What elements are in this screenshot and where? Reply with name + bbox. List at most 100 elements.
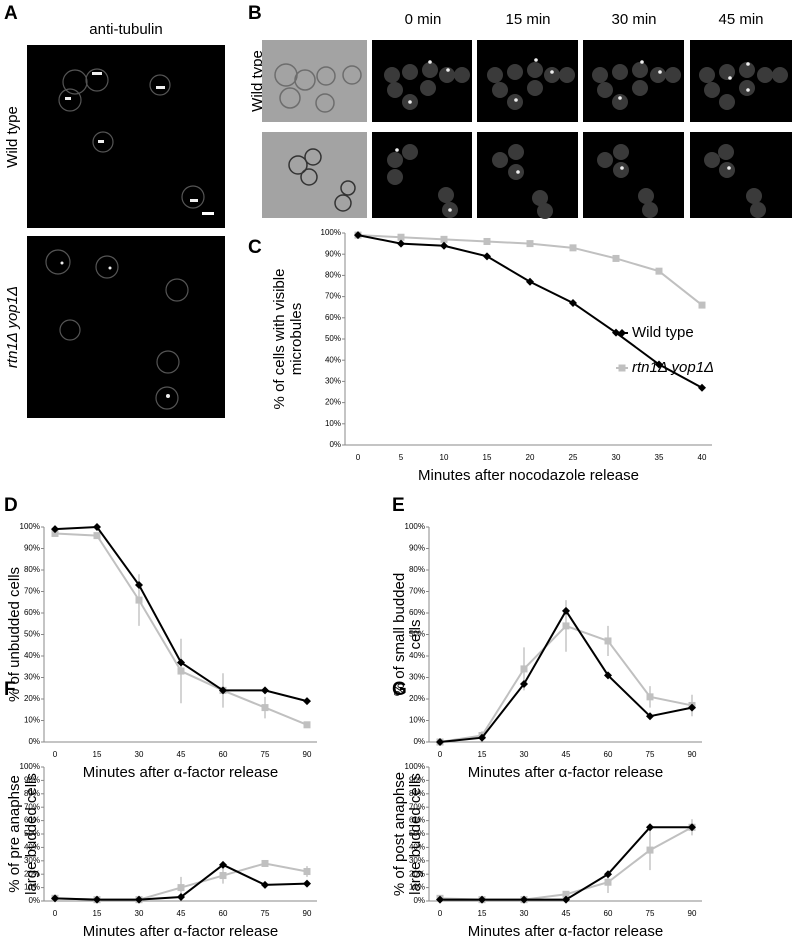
- x-tick-label: 30: [520, 909, 529, 918]
- x-tick-label: 0: [438, 909, 443, 918]
- point: [562, 622, 570, 630]
- x-tick-label: 60: [219, 750, 228, 759]
- x-tick-label: 0: [53, 750, 58, 759]
- spindle-spot: [516, 170, 520, 174]
- x-tick-label: 45: [562, 750, 571, 759]
- point: [93, 523, 101, 531]
- point: [478, 733, 486, 742]
- y-tick-label: 20%: [325, 398, 341, 407]
- x-tick-label: 30: [135, 750, 144, 759]
- y-tick-label: 90%: [325, 249, 341, 258]
- y-tick-label: 60%: [24, 608, 40, 617]
- x-tick-label: 15: [93, 750, 102, 759]
- y-tick-label: 60%: [24, 816, 40, 825]
- point: [261, 880, 269, 889]
- legend-entry: Wild type: [632, 324, 694, 341]
- x-tick-label: 90: [688, 750, 697, 759]
- x-tick-label: 25: [569, 453, 578, 462]
- y-tick-label: 60%: [409, 816, 425, 825]
- cell: [384, 67, 400, 83]
- y-tick-label: 10%: [325, 419, 341, 428]
- cell: [420, 80, 436, 96]
- x-tick-label: 75: [261, 750, 270, 759]
- x-tick-label: 45: [177, 909, 186, 918]
- panel-letter: C: [248, 237, 262, 258]
- y-tick-label: 80%: [325, 271, 341, 280]
- column-label: 45 min: [718, 11, 763, 28]
- y-tick-label: 10%: [24, 716, 40, 725]
- point: [526, 240, 534, 248]
- x-tick-label: 0: [356, 453, 361, 462]
- cell: [597, 82, 613, 98]
- y-tick-label: 50%: [24, 630, 40, 639]
- cell: [704, 152, 720, 168]
- y-tick-label: 60%: [409, 608, 425, 617]
- y-tick-label: 100%: [405, 522, 425, 531]
- cell: [757, 67, 773, 83]
- cell: [718, 144, 734, 160]
- x-tick-label: 30: [135, 909, 144, 918]
- column-label: 0 min: [405, 11, 442, 28]
- spindle-spot: [408, 100, 412, 104]
- x-tick-label: 40: [698, 453, 707, 462]
- cell: [719, 64, 735, 80]
- cell: [559, 67, 575, 83]
- cell: [507, 64, 523, 80]
- cell: [613, 144, 629, 160]
- y-tick-label: 30%: [24, 856, 40, 865]
- cell: [638, 188, 654, 204]
- point: [303, 868, 311, 876]
- point: [698, 301, 706, 309]
- point: [646, 823, 654, 832]
- x-tick-label: 60: [604, 909, 613, 918]
- cell: [422, 62, 438, 78]
- y-axis-title: % of cells with visible: [271, 269, 288, 410]
- point: [177, 884, 185, 892]
- point: [646, 693, 654, 701]
- point: [51, 894, 59, 903]
- point: [562, 606, 570, 615]
- x-tick-label: 45: [562, 909, 571, 918]
- point: [51, 525, 59, 534]
- point: [604, 671, 612, 680]
- x-tick-label: 30: [520, 750, 529, 759]
- point: [93, 532, 101, 540]
- x-tick-label: 10: [440, 453, 449, 462]
- cell: [454, 67, 470, 83]
- y-tick-label: 10%: [24, 883, 40, 892]
- panel-letter: D: [4, 495, 18, 516]
- y-tick-label: 80%: [409, 789, 425, 798]
- y-tick-label: 90%: [409, 776, 425, 785]
- point: [562, 895, 570, 904]
- x-axis-title: Minutes after α-factor release: [83, 764, 278, 781]
- point: [604, 878, 612, 886]
- y-tick-label: 80%: [409, 565, 425, 574]
- spindle-spot: [534, 58, 538, 62]
- y-tick-label: 70%: [24, 587, 40, 596]
- cell: [612, 64, 628, 80]
- point: [93, 895, 101, 904]
- panel-letter: G: [392, 679, 407, 700]
- point: [354, 231, 362, 240]
- y-tick-label: 0%: [28, 737, 40, 746]
- y-tick-label: 70%: [325, 292, 341, 301]
- cell: [739, 80, 755, 96]
- y-tick-label: 10%: [409, 716, 425, 725]
- point: [397, 239, 405, 248]
- column-label: 30 min: [611, 11, 656, 28]
- cell: [699, 67, 715, 83]
- x-tick-label: 90: [303, 750, 312, 759]
- cell: [750, 202, 766, 218]
- x-tick-label: 30: [612, 453, 621, 462]
- cell: [387, 152, 403, 168]
- point: [569, 298, 577, 307]
- x-tick-label: 0: [438, 750, 443, 759]
- point: [261, 704, 269, 712]
- y-tick-label: 0%: [28, 896, 40, 905]
- spindle-spot: [746, 62, 750, 66]
- point: [655, 267, 663, 275]
- y-tick-label: 0%: [329, 440, 341, 449]
- y-tick-label: 80%: [24, 789, 40, 798]
- point: [219, 872, 227, 880]
- point: [520, 895, 528, 904]
